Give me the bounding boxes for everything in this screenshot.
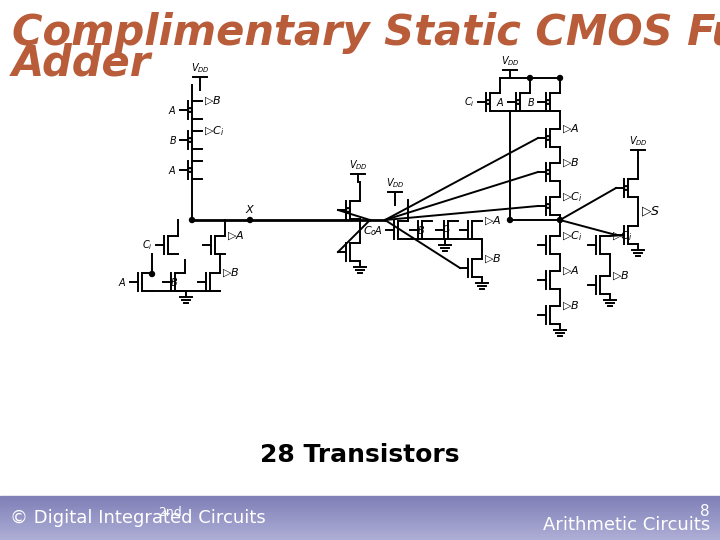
Bar [0,534,720,535]
Text: $B$: $B$ [527,96,535,108]
Text: $A$: $A$ [497,96,505,108]
Text: $\triangleright B$: $\triangleright B$ [562,300,580,312]
Text: $\triangleright A$: $\triangleright A$ [227,230,244,242]
Bar [0,518,720,519]
Text: $\triangleright C_i$: $\triangleright C_i$ [562,190,582,204]
Circle shape [528,76,533,80]
Text: Adder: Adder [12,43,151,85]
Text: $\triangleright C_i$: $\triangleright C_i$ [562,229,582,243]
Text: $C_i$: $C_i$ [143,238,153,252]
Circle shape [248,218,253,222]
Bar [0,503,720,504]
Text: $\triangleright C_i$: $\triangleright C_i$ [612,229,632,243]
Text: Arithmetic Circuits: Arithmetic Circuits [543,516,710,534]
Text: $C_o$: $C_o$ [363,224,377,238]
Bar [0,496,720,497]
Bar [0,514,720,515]
Bar [0,502,720,503]
Text: $B$: $B$ [170,276,178,288]
Text: $A$: $A$ [374,224,383,236]
Bar [0,497,720,498]
Text: $\triangleright B$: $\triangleright B$ [204,94,222,107]
Bar [0,530,720,531]
Bar [0,537,720,538]
Bar [0,529,720,530]
Text: $A$: $A$ [168,164,177,176]
Text: $V_{DD}$: $V_{DD}$ [191,61,210,75]
Text: $A$: $A$ [168,104,177,116]
Bar [0,498,720,500]
Text: $\triangleright B$: $\triangleright B$ [484,253,502,265]
Circle shape [189,218,194,222]
Text: $V_{DD}$: $V_{DD}$ [348,158,367,172]
Text: 8: 8 [701,504,710,519]
Bar [0,519,720,520]
Text: $\triangleright B$: $\triangleright B$ [222,267,240,279]
Bar [0,524,720,526]
Bar [0,508,720,509]
Bar [0,538,720,539]
Bar [0,501,720,502]
Bar [0,527,720,528]
Bar [0,528,720,529]
Text: $V_{DD}$: $V_{DD}$ [386,176,405,190]
Text: 28 Transistors: 28 Transistors [260,443,460,467]
Text: 2nd: 2nd [158,507,181,519]
Text: $\triangleright A$: $\triangleright A$ [562,123,580,136]
Text: $V_{DD}$: $V_{DD}$ [629,134,647,148]
Text: $\triangleright C_i$: $\triangleright C_i$ [204,124,225,138]
Bar [0,510,720,511]
Bar [0,505,720,506]
Text: $\triangleright S$: $\triangleright S$ [641,205,660,219]
Text: Complimentary Static CMOS Full: Complimentary Static CMOS Full [12,12,720,54]
Bar [0,521,720,522]
Bar [0,517,720,518]
Bar [0,520,720,521]
Bar [0,531,720,532]
Text: $\triangleright B$: $\triangleright B$ [562,157,580,170]
Text: $\triangleright B$: $\triangleright B$ [612,269,629,282]
Bar [0,515,720,516]
Bar [0,526,720,527]
Bar [0,522,720,523]
Circle shape [557,76,562,80]
Text: © Digital Integrated Circuits: © Digital Integrated Circuits [10,509,266,527]
Text: $A$: $A$ [119,276,127,288]
Bar [0,535,720,536]
Circle shape [508,218,513,222]
Bar [0,504,720,505]
Bar [0,516,720,517]
Text: $X$: $X$ [245,203,255,215]
Bar [0,512,720,514]
Bar [0,507,720,508]
Text: $B$: $B$ [417,224,425,236]
Bar [0,511,720,512]
Text: $B$: $B$ [169,134,177,146]
Circle shape [150,272,155,276]
Bar [0,500,720,501]
Bar [0,532,720,534]
Text: $\triangleright A$: $\triangleright A$ [562,265,580,278]
Circle shape [557,218,562,222]
Text: $C_i$: $C_i$ [464,95,475,109]
Bar [0,509,720,510]
Bar [0,523,720,524]
Text: $C_i$: $C_i$ [442,224,451,237]
Bar [0,536,720,537]
Text: $\triangleright A$: $\triangleright A$ [484,214,501,227]
Bar [0,539,720,540]
Text: $V_{DD}$: $V_{DD}$ [500,54,519,68]
Bar [0,506,720,507]
